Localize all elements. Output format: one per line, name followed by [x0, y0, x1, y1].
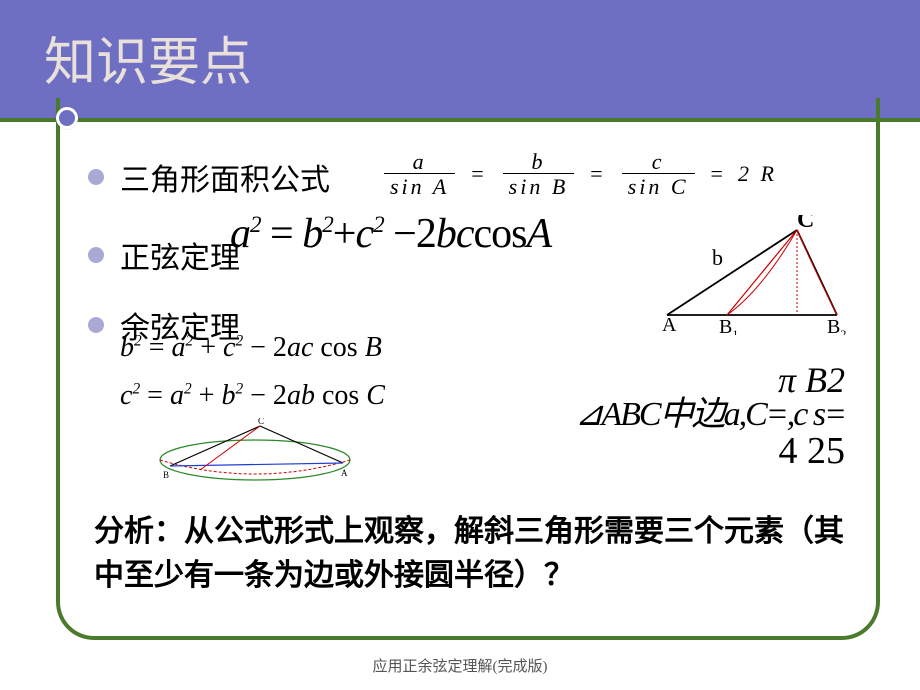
bullet-icon [88, 317, 104, 333]
bullet-icon [88, 169, 104, 185]
divider-line [0, 118, 920, 122]
garbled-line3: 4 25 [575, 432, 845, 470]
label-C: C [797, 215, 814, 233]
garbled-line2: ⊿ABC中边a,C=,c s= [575, 398, 845, 432]
bullet-label: 三角形面积公式 [120, 155, 330, 199]
frac-num: a [407, 150, 433, 173]
label-b: b [712, 245, 723, 270]
svg-text:A: A [341, 468, 348, 478]
svg-text:C: C [258, 418, 264, 426]
label-B1: B1 [719, 316, 738, 335]
bullet-label: 正弦定理 [120, 233, 240, 277]
cosine-law-a: a2 = b2+c2 −2bccosA [230, 210, 551, 258]
garbled-formula: π B2 ⊿ABC中边a,C=,c s= 4 25 [575, 362, 845, 470]
frac-num: c [646, 150, 671, 173]
label-A: A [662, 314, 677, 335]
bullet-icon [88, 247, 104, 263]
rhs-value: 2 R [738, 161, 777, 187]
garbled-line1: π B2 [575, 362, 845, 398]
frac-den: sin A [384, 173, 455, 198]
ellipse-diagram: B C A [155, 418, 355, 488]
triangle-diagram: A B1 B2 C b [657, 215, 852, 335]
cosine-laws-bc: b2 = a2 + c2 − 2ac cos B c2 = a2 + b2 − … [120, 324, 385, 419]
law-of-sines-formula: asin A = bsin B = csin C = 2 R [380, 150, 777, 198]
frac-num: b [525, 150, 551, 173]
footer-text: 应用正余弦定理解(完成版) [0, 655, 920, 676]
frac-den: sin B [503, 173, 575, 198]
cosine-law-c: c2 = a2 + b2 − 2ab cos C [120, 372, 385, 420]
frac-den: sin C [622, 173, 695, 198]
cosine-law-b: b2 = a2 + c2 − 2ac cos B [120, 324, 385, 372]
svg-text:B: B [163, 470, 169, 480]
analysis-text: 分析：从公式形式上观察，解斜三角形需要三个元素（其中至少有一条为边或外接圆半径）… [94, 510, 850, 597]
corner-dot [56, 107, 78, 129]
label-B2: B2 [827, 316, 846, 335]
slide-title: 知识要点 [44, 20, 252, 95]
